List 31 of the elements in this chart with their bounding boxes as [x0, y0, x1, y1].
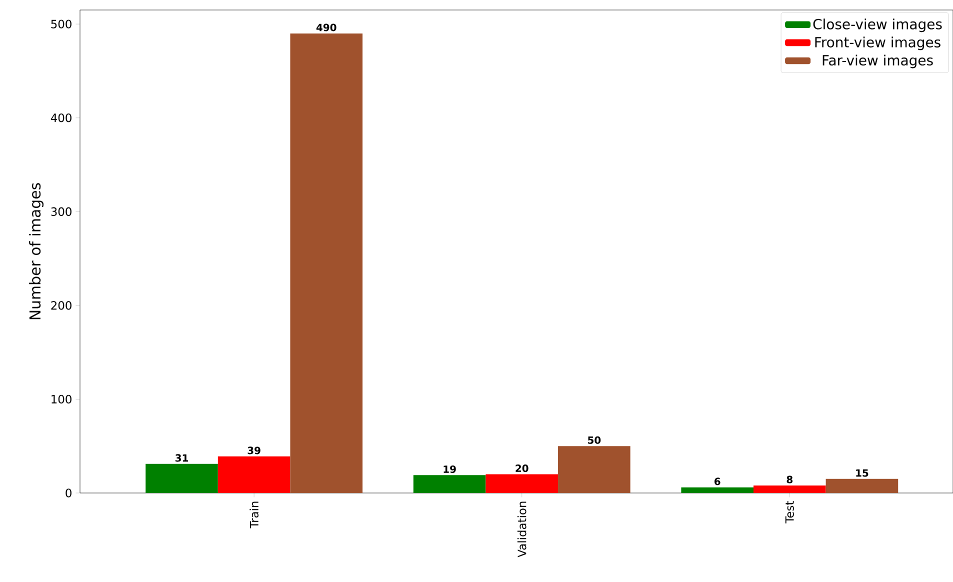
bar: [486, 474, 558, 493]
bar: [754, 485, 826, 493]
data-label: 19: [444, 465, 456, 473]
x-tick-label: Train: [250, 502, 258, 528]
bar: [558, 446, 630, 493]
bar: [413, 475, 486, 493]
legend-label: Close-view images: [813, 18, 942, 32]
data-label: 8: [786, 476, 793, 484]
y-axis-title: Number of images: [29, 183, 44, 320]
x-tick-label: Test: [785, 501, 794, 524]
bar: [218, 456, 290, 493]
y-tick-label: 300: [51, 207, 72, 216]
x-tick-label: Validation: [517, 502, 526, 558]
data-label: 6: [714, 478, 720, 486]
data-label: 15: [856, 469, 868, 477]
data-label: 31: [176, 454, 188, 462]
y-tick-label: 400: [50, 114, 72, 122]
data-label: 50: [588, 436, 601, 444]
legend-label: Front-view images: [815, 36, 940, 50]
legend-label: Far-view images: [822, 54, 933, 68]
y-tick-label: 500: [51, 20, 72, 28]
y-tick-label: 100: [52, 394, 72, 404]
bar: [826, 478, 898, 493]
data-label: 20: [516, 464, 528, 472]
data-label: 39: [248, 446, 260, 454]
bar: [290, 33, 363, 493]
y-tick-label: 200: [51, 301, 72, 310]
y-tick-label: 0: [66, 488, 72, 498]
data-label: 490: [316, 24, 336, 32]
bar: [146, 464, 218, 493]
bar: [681, 487, 754, 493]
